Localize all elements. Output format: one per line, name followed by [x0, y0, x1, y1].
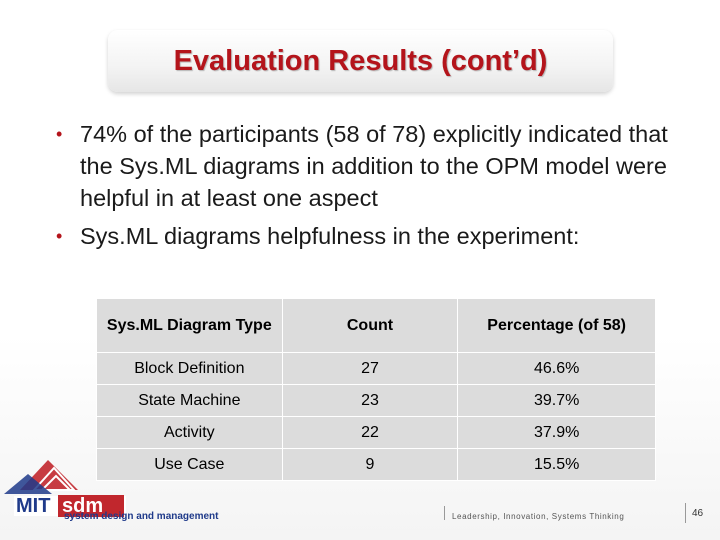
cell-type: Block Definition: [96, 352, 283, 385]
bullet-text: Sys.ML diagrams helpfulness in the exper…: [80, 223, 580, 249]
bullet-glyph: •: [56, 124, 63, 144]
cell-percentage: 37.9%: [457, 416, 656, 449]
cell-percentage: 15.5%: [457, 448, 656, 481]
mit-sdm-logo: MIT sdm: [4, 460, 126, 517]
cell-percentage: 39.7%: [457, 384, 656, 417]
logo-mountain-blue: [4, 474, 52, 494]
logo-mit-text: MIT: [16, 495, 50, 517]
header-count: Count: [281, 298, 459, 353]
title-box: Evaluation Results (cont’d): [108, 30, 613, 92]
bullet-item: • 74% of the participants (58 of 78) exp…: [52, 118, 692, 214]
table-row: Use Case 9 15.5%: [96, 448, 656, 481]
page-number-divider: [685, 503, 686, 523]
bullet-text: 74% of the participants (58 of 78) expli…: [80, 121, 668, 211]
bullet-item: • Sys.ML diagrams helpfulness in the exp…: [52, 220, 692, 252]
cell-type: Use Case: [96, 448, 283, 481]
cell-count: 27: [281, 352, 459, 385]
table-header-row: Sys.ML Diagram Type Count Percentage (of…: [96, 298, 656, 353]
page-number: 46: [692, 508, 704, 519]
cell-count: 23: [281, 384, 459, 417]
header-diagram-type: Sys.ML Diagram Type: [96, 298, 283, 353]
results-table: Sys.ML Diagram Type Count Percentage (of…: [96, 298, 656, 481]
logo-sdm-text: sdm: [62, 495, 103, 517]
footer-tagline: Leadership, Innovation, Systems Thinking: [452, 512, 625, 521]
table-row: Block Definition 27 46.6%: [96, 352, 656, 385]
bullet-list: • 74% of the participants (58 of 78) exp…: [52, 118, 692, 258]
logo-tagline: system design and management: [64, 511, 219, 522]
slide-title: Evaluation Results (cont’d): [173, 44, 548, 77]
cell-type: Activity: [96, 416, 283, 449]
table-row: State Machine 23 39.7%: [96, 384, 656, 417]
header-percentage: Percentage (of 58): [457, 298, 656, 353]
cell-type: State Machine: [96, 384, 283, 417]
footer-divider: [444, 506, 445, 520]
cell-count: 9: [281, 448, 459, 481]
bullet-glyph: •: [56, 226, 63, 246]
cell-percentage: 46.6%: [457, 352, 656, 385]
table-row: Activity 22 37.9%: [96, 416, 656, 449]
cell-count: 22: [281, 416, 459, 449]
